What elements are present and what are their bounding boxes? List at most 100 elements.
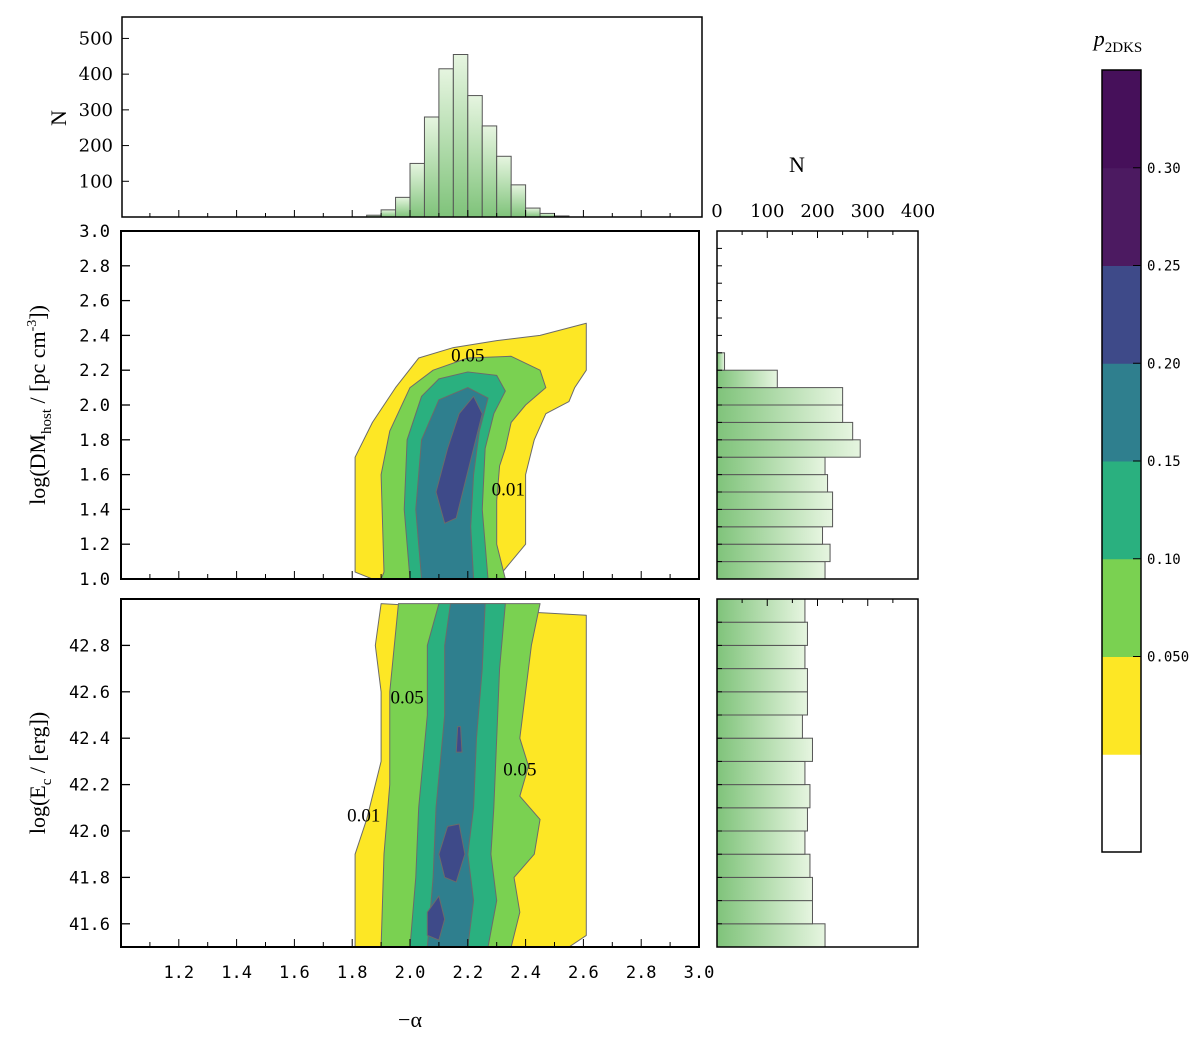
- ytick-label: 2.2: [79, 361, 110, 381]
- colorbar-tick-label: 0.050: [1147, 650, 1189, 666]
- right-histogram-dm-ticks: 0 100 200 300 400: [711, 201, 935, 563]
- ytick-label: 2.0: [79, 396, 110, 416]
- right-histogram-bar: [716, 474, 829, 493]
- top-histogram-bar: [510, 184, 527, 218]
- colorbar-band: [1102, 167, 1141, 266]
- ytick-label: 1.0: [79, 570, 110, 590]
- top-histogram-bar: [395, 196, 411, 218]
- right-histogram-bar: [716, 508, 834, 528]
- xtick-label: 2.8: [626, 963, 657, 983]
- colorbar-band: [1102, 754, 1141, 853]
- right-histogram-dm-frame: [716, 230, 919, 580]
- ec-contour-labels: 0.05 0.01 0.05: [347, 687, 536, 826]
- right-histogram-bar: [716, 760, 806, 786]
- top-histogram-frame: [121, 16, 703, 218]
- ytick-label: 2.6: [79, 292, 110, 312]
- colorbar-band: [1102, 558, 1141, 657]
- colorbar-ticks: 0.050 0.10 0.15 0.20 0.25 0.30: [1133, 161, 1189, 666]
- contour-label: 0.05: [503, 759, 536, 780]
- right-histogram-bar: [716, 561, 826, 580]
- xtick-label: 2.4: [510, 963, 541, 983]
- xtick-label: 1.4: [221, 963, 252, 983]
- contour-label: 0.01: [492, 479, 525, 500]
- colorbar-tick-label: 0.20: [1147, 356, 1181, 372]
- colorbar-bands: [1102, 70, 1141, 853]
- top-histogram-ylabel: N: [46, 110, 71, 126]
- right-histogram-bar: [716, 853, 811, 878]
- right-histogram-bar: [716, 598, 806, 623]
- dm-contour-fills: [354, 322, 587, 579]
- top-histogram-bar: [481, 125, 498, 218]
- ytick-label: 42.2: [69, 776, 110, 796]
- ec-contour-panel: 0.05 0.01 0.05 41.6 41.8 42.0 42.2 42.4 42.6 42.…: [25, 598, 714, 1032]
- ec-panel-frame: [120, 598, 700, 948]
- right-histogram-bar: [716, 352, 726, 371]
- top-histogram-bar: [467, 95, 483, 218]
- right-histogram-bar: [716, 737, 813, 762]
- ytick-label: 1.2: [79, 535, 110, 555]
- ytick-label: 2.4: [79, 326, 110, 346]
- xtick-label: 1.6: [279, 963, 310, 983]
- top-ytick-label: 500: [79, 28, 113, 49]
- top-histogram-ticks: 100 200 300 400 500: [79, 28, 671, 217]
- ec-xlabel: −α: [398, 1007, 422, 1032]
- right-histogram-bar: [716, 876, 813, 902]
- ytick-label: 42.4: [69, 729, 110, 749]
- ytick-label: 1.6: [79, 466, 110, 486]
- right-xtick-label: 400: [901, 201, 935, 222]
- right-xtick-label: 300: [851, 201, 885, 222]
- right-xtick-label: 100: [750, 201, 784, 222]
- right-histogram-bar: [716, 900, 813, 925]
- right-histogram-ec-frame: [716, 598, 919, 948]
- colorbar-tick-label: 0.10: [1147, 552, 1181, 568]
- ytick-label: 41.8: [69, 868, 110, 888]
- dm-contour-panel: 0.05 0.01 1.0 1.2 1.4 1.6 1.8 2.0 2.2 2.4 2.6 2.8 3…: [25, 222, 700, 590]
- right-histogram-dm-bars: [716, 352, 861, 580]
- dm-contour-labels: 0.05 0.01: [451, 346, 525, 501]
- right-histogram-bar: [716, 784, 811, 809]
- right-histogram-bar: [716, 439, 861, 458]
- right-histogram-dm-panel: 0 100 200 300 400 N: [711, 152, 935, 580]
- xtick-label: 2.0: [395, 963, 426, 983]
- right-histogram-bar: [716, 421, 854, 441]
- ytick-label: 42.8: [69, 636, 110, 656]
- contour-label: 0.01: [347, 806, 380, 827]
- ytick-label: 1.8: [79, 431, 110, 451]
- right-histogram-bar: [716, 714, 803, 739]
- right-histogram-bar: [716, 456, 826, 476]
- xtick-label: 2.6: [568, 963, 599, 983]
- colorbar-band: [1102, 461, 1141, 560]
- top-ytick-label: 400: [79, 64, 113, 85]
- right-histogram-bar: [716, 369, 778, 389]
- top-histogram-bar: [409, 162, 425, 218]
- contour-level-blue: [438, 823, 466, 883]
- colorbar-title: p2DKS: [1092, 26, 1143, 56]
- right-xtick-label: 0: [711, 201, 722, 222]
- right-histogram-bar: [716, 807, 808, 832]
- top-ytick-label: 300: [79, 100, 113, 121]
- right-histogram-bar: [716, 668, 808, 693]
- colorbar-frame: [1101, 69, 1142, 853]
- right-histogram-bar: [716, 830, 806, 855]
- ytick-label: 1.4: [79, 500, 110, 520]
- contour-level-blue: [426, 895, 446, 941]
- colorbar-tick-label: 0.30: [1147, 161, 1181, 177]
- colorbar-tick-label: 0.25: [1147, 259, 1181, 275]
- right-histogram-xlabel: N: [789, 152, 805, 177]
- colorbar-band: [1102, 265, 1141, 364]
- top-ytick-label: 100: [79, 171, 113, 192]
- ytick-label: 2.8: [79, 257, 110, 277]
- top-ytick-label: 200: [79, 136, 113, 157]
- ec-ylabel: log(Ec / [erg]): [25, 712, 55, 834]
- xtick-label: 1.2: [163, 963, 194, 983]
- ytick-label: 42.0: [69, 822, 110, 842]
- top-histogram-bar: [452, 54, 469, 218]
- right-xtick-label: 200: [800, 201, 834, 222]
- top-histogram-bar: [525, 207, 541, 218]
- colorbar: 0.050 0.10 0.15 0.20 0.25 0.30 p2DKS: [1092, 26, 1189, 853]
- right-histogram-bar: [716, 526, 824, 545]
- top-histogram-bars: [366, 54, 570, 218]
- colorbar-tick-label: 0.15: [1147, 454, 1181, 470]
- top-histogram-panel: 100 200 300 400 500 N: [46, 16, 703, 218]
